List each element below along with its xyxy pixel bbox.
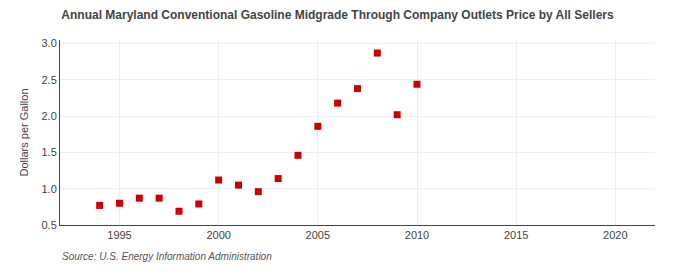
svg-text:Annual Maryland Conventional G: Annual Maryland Conventional Gasoline Mi… [61, 8, 614, 22]
svg-text:Dollars per Gallon: Dollars per Gallon [18, 88, 30, 176]
svg-text:2010: 2010 [405, 229, 429, 241]
svg-text:1.0: 1.0 [42, 183, 57, 195]
svg-text:2.0: 2.0 [42, 110, 57, 122]
svg-text:3.0: 3.0 [42, 37, 57, 49]
svg-text:Source: U.S. Energy Informatio: Source: U.S. Energy Information Administ… [62, 251, 272, 262]
svg-text:1.5: 1.5 [42, 146, 57, 158]
svg-text:2020: 2020 [603, 229, 627, 241]
svg-text:2.5: 2.5 [42, 74, 57, 86]
svg-text:2015: 2015 [504, 229, 528, 241]
svg-text:2005: 2005 [306, 229, 330, 241]
svg-text:0.5: 0.5 [42, 219, 57, 231]
svg-text:1995: 1995 [107, 229, 131, 241]
svg-text:2000: 2000 [206, 229, 230, 241]
